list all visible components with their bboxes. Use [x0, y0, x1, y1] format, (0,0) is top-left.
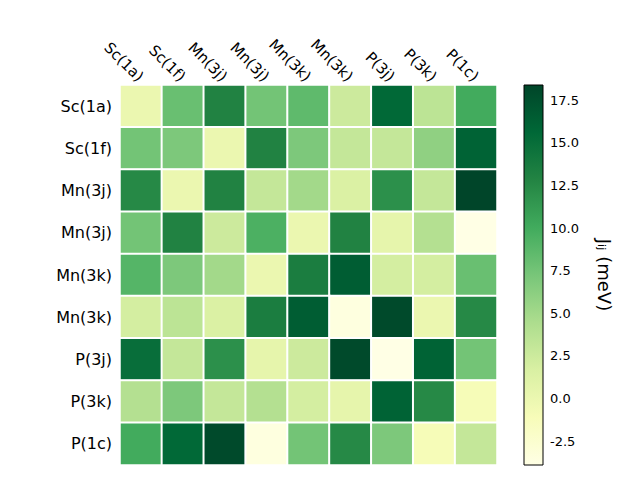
svg-text:P(3k): P(3k)	[70, 392, 112, 411]
svg-text:P(3j): P(3j)	[75, 350, 112, 369]
svg-text:Sc(1f): Sc(1f)	[145, 41, 189, 85]
svg-text:Mn(3j): Mn(3j)	[185, 39, 232, 86]
svg-text:Mn(3j): Mn(3j)	[226, 39, 273, 86]
svg-text:Sc(1a): Sc(1a)	[101, 39, 148, 86]
svg-text:P(3j): P(3j)	[362, 48, 399, 85]
svg-text:Sc(1a): Sc(1a)	[61, 97, 112, 116]
svg-text:0.0: 0.0	[550, 391, 571, 406]
svg-text:Mn(3j): Mn(3j)	[61, 223, 112, 242]
svg-text:2.5: 2.5	[550, 348, 571, 363]
svg-text:P(1c): P(1c)	[71, 434, 112, 453]
svg-text:10.0: 10.0	[550, 221, 579, 236]
svg-text:Mn(3k): Mn(3k)	[56, 266, 112, 285]
svg-text:Sc(1f): Sc(1f)	[65, 139, 112, 158]
svg-text:7.5: 7.5	[550, 263, 571, 278]
svg-text:Mn(3j): Mn(3j)	[61, 181, 112, 200]
svg-text:P(3k): P(3k)	[400, 45, 440, 85]
svg-text:15.0: 15.0	[550, 135, 579, 150]
svg-text:Mn(3k): Mn(3k)	[265, 36, 315, 86]
svg-text:Mn(3k): Mn(3k)	[56, 308, 112, 327]
svg-text:-2.5: -2.5	[550, 434, 575, 449]
svg-text:Mn(3k): Mn(3k)	[307, 36, 357, 86]
svg-text:P(1c): P(1c)	[442, 45, 482, 85]
svg-text:Jᵢⱼ (meV): Jᵢⱼ (meV)	[594, 238, 615, 311]
svg-text:5.0: 5.0	[550, 306, 571, 321]
svg-text:12.5: 12.5	[550, 178, 579, 193]
svg-text:17.5: 17.5	[550, 93, 579, 108]
